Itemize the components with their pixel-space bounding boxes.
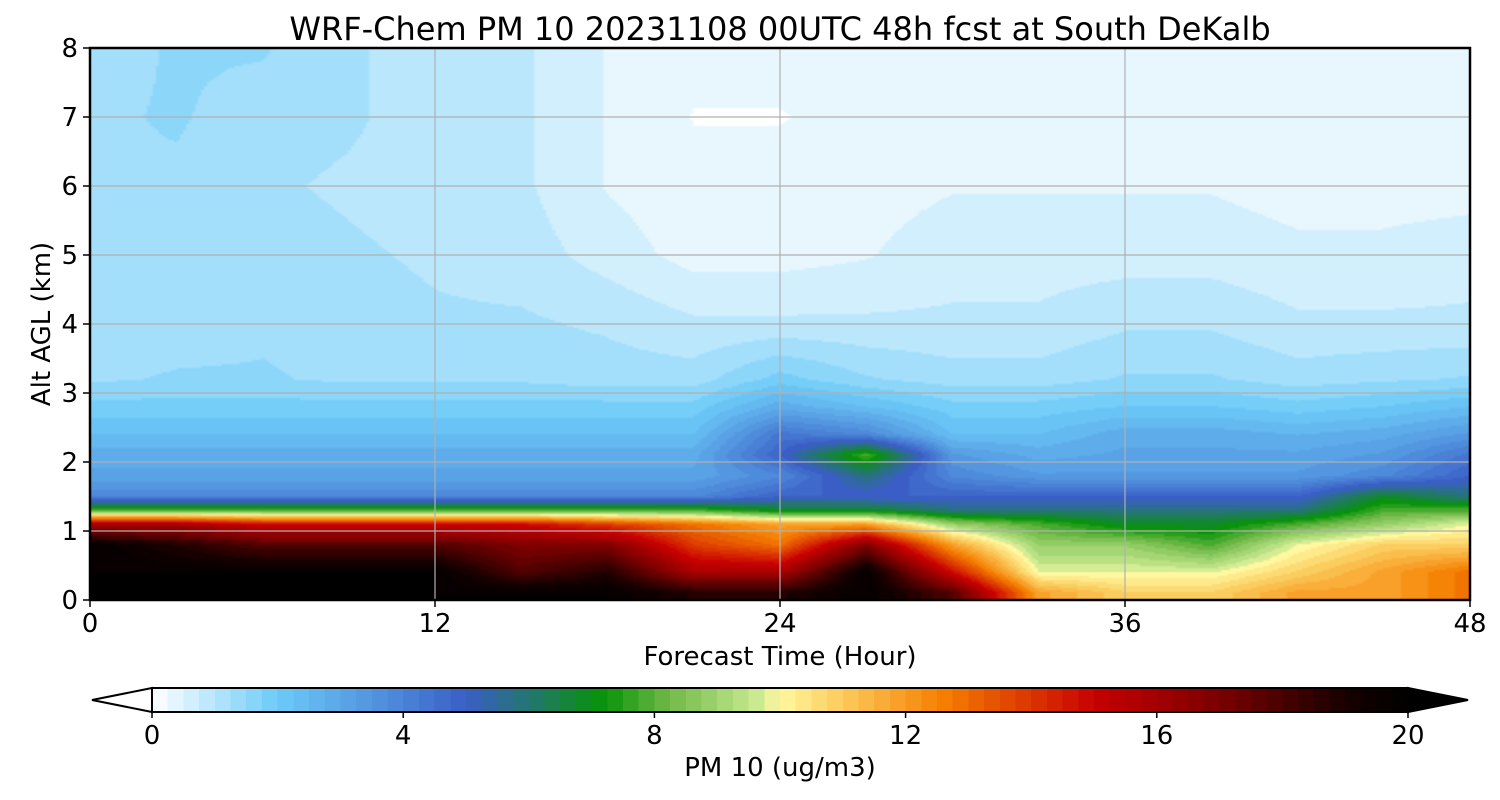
- colorbar: 0 4 8 12 16 20 PM 10 (ug/m3): [91, 686, 1469, 783]
- y-tick-label-3: 3: [61, 379, 78, 409]
- plot-area: [88, 46, 1472, 602]
- y-tick-label-7: 7: [61, 103, 78, 133]
- x-tick-label-48: 48: [1453, 609, 1486, 639]
- y-tick-label-2: 2: [61, 448, 78, 478]
- colorbar-tick-label-4: 4: [395, 721, 412, 751]
- x-tick-label-36: 36: [1108, 609, 1141, 639]
- colorbar-frame: [151, 687, 1409, 713]
- colorbar-tick-label-12: 12: [889, 721, 922, 751]
- y-tick-label-6: 6: [61, 172, 78, 202]
- y-axis-ticks: 0 1 2 3 4 5 6 7 8: [61, 34, 90, 616]
- x-tick-label-0: 0: [82, 609, 99, 639]
- colorbar-ticks: 0 4 8 12 16 20: [144, 712, 1425, 751]
- x-axis-label: Forecast Time (Hour): [643, 642, 916, 672]
- y-axis-label: Alt AGL (km): [27, 242, 57, 406]
- y-tick-label-8: 8: [61, 34, 78, 64]
- colorbar-min-extension: [91, 686, 153, 714]
- colorbar-tick-label-0: 0: [144, 721, 161, 751]
- x-tick-label-24: 24: [763, 609, 796, 639]
- x-tick-label-12: 12: [418, 609, 451, 639]
- chart-title: WRF-Chem PM 10 20231108 00UTC 48h fcst a…: [289, 10, 1270, 48]
- colorbar-label: PM 10 (ug/m3): [684, 753, 876, 783]
- y-tick-label-1: 1: [61, 517, 78, 547]
- colorbar-max-extension: [1407, 686, 1469, 714]
- y-tick-label-0: 0: [61, 586, 78, 616]
- colorbar-gradient: [152, 688, 1408, 712]
- x-axis-ticks: 0 12 24 36 48: [82, 600, 1487, 639]
- colorbar-tick-label-8: 8: [646, 721, 663, 751]
- y-tick-label-4: 4: [61, 310, 78, 340]
- colorbar-tick-label-16: 16: [1140, 721, 1173, 751]
- y-tick-label-5: 5: [61, 241, 78, 271]
- colorbar-tick-label-20: 20: [1391, 721, 1424, 751]
